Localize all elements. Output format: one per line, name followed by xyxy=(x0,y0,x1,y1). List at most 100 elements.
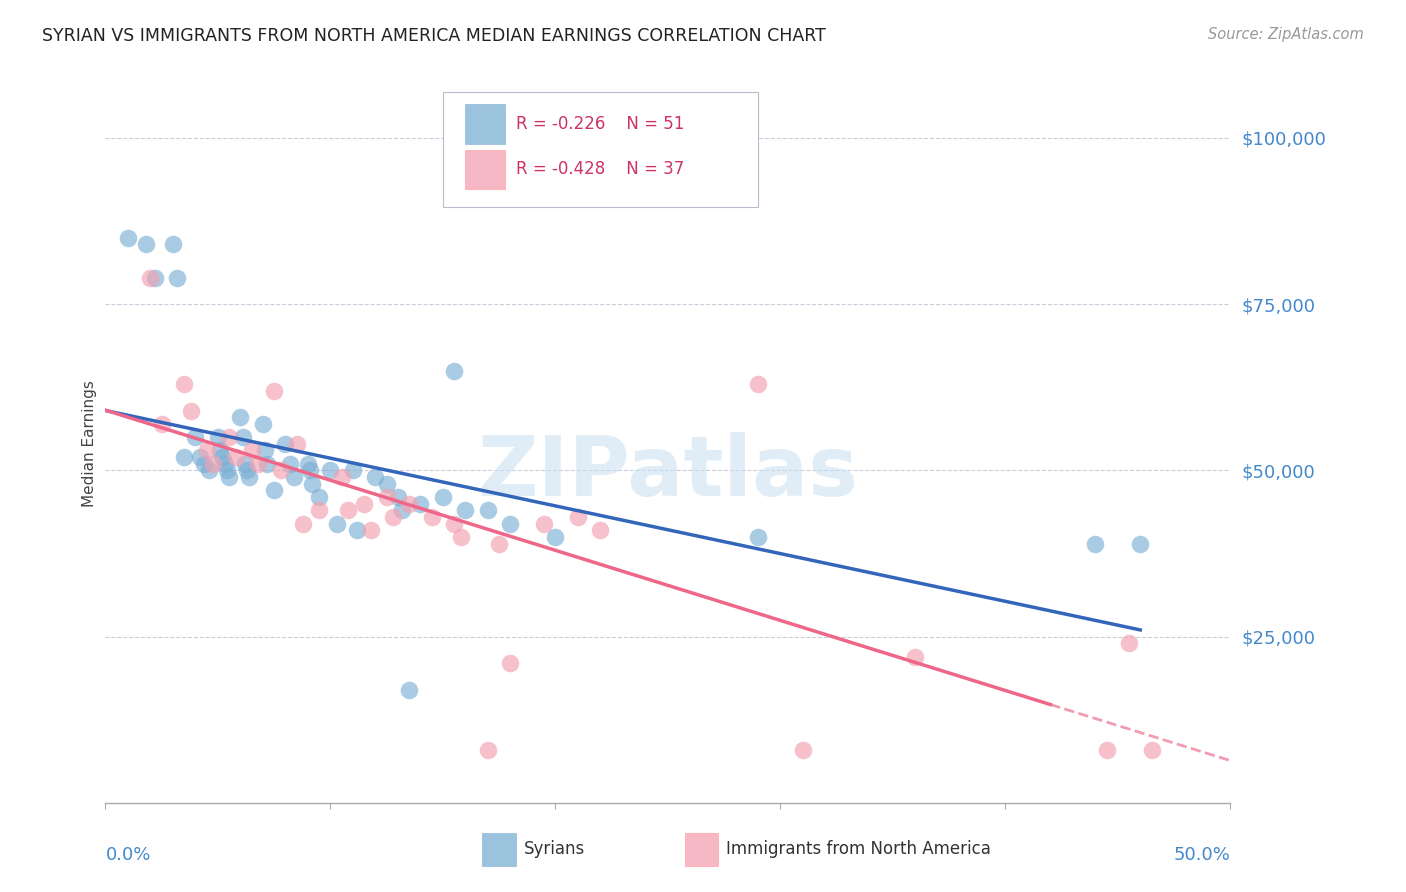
Point xyxy=(589,523,612,537)
Point xyxy=(173,450,195,464)
Text: Syrians: Syrians xyxy=(524,840,585,858)
Point xyxy=(274,436,297,450)
Point xyxy=(342,463,364,477)
Bar xyxy=(482,833,516,865)
Point xyxy=(353,497,375,511)
Point xyxy=(488,536,510,550)
Point xyxy=(209,443,232,458)
Point xyxy=(297,457,319,471)
FancyBboxPatch shape xyxy=(443,92,758,207)
Point xyxy=(184,430,207,444)
Point xyxy=(193,457,215,471)
Point xyxy=(308,490,330,504)
Point xyxy=(477,503,499,517)
Point xyxy=(319,463,342,477)
Point xyxy=(173,376,195,391)
Point xyxy=(1095,742,1118,756)
Point xyxy=(1118,636,1140,650)
Y-axis label: Median Earnings: Median Earnings xyxy=(82,380,97,508)
Point xyxy=(360,523,382,537)
Point xyxy=(499,656,522,670)
Point xyxy=(533,516,555,531)
Point xyxy=(450,530,472,544)
Point xyxy=(375,490,398,504)
Text: 50.0%: 50.0% xyxy=(1174,846,1230,863)
Point xyxy=(195,443,218,458)
Point xyxy=(904,649,927,664)
Point xyxy=(278,457,301,471)
Point xyxy=(292,516,315,531)
Point xyxy=(139,270,162,285)
Point xyxy=(747,376,769,391)
Point xyxy=(252,417,274,431)
Point xyxy=(211,450,233,464)
Text: R = -0.428    N = 37: R = -0.428 N = 37 xyxy=(516,161,685,178)
Point xyxy=(301,476,323,491)
Point xyxy=(499,516,522,531)
Text: ZIPatlas: ZIPatlas xyxy=(478,432,858,513)
Point xyxy=(188,450,211,464)
Point xyxy=(214,457,236,471)
Point xyxy=(198,463,221,477)
Point xyxy=(135,237,157,252)
Point xyxy=(364,470,387,484)
Point xyxy=(238,470,260,484)
Text: Source: ZipAtlas.com: Source: ZipAtlas.com xyxy=(1208,27,1364,42)
Point xyxy=(270,463,292,477)
Text: Immigrants from North America: Immigrants from North America xyxy=(727,840,991,858)
Point xyxy=(326,516,349,531)
Point xyxy=(1140,742,1163,756)
Point xyxy=(391,503,413,517)
Point xyxy=(218,470,240,484)
Point xyxy=(375,476,398,491)
Point xyxy=(443,516,465,531)
Point xyxy=(240,443,263,458)
Point xyxy=(454,503,477,517)
Point xyxy=(1084,536,1107,550)
Point xyxy=(232,430,254,444)
Point xyxy=(166,270,188,285)
Point xyxy=(398,497,420,511)
Point xyxy=(747,530,769,544)
Point xyxy=(432,490,454,504)
Point xyxy=(247,457,270,471)
Point xyxy=(382,509,405,524)
Bar xyxy=(465,150,505,189)
Point xyxy=(337,503,360,517)
Point xyxy=(236,463,259,477)
Point xyxy=(233,457,256,471)
Point xyxy=(567,509,589,524)
Point xyxy=(207,430,229,444)
Point xyxy=(180,403,202,417)
Point xyxy=(218,430,240,444)
Point xyxy=(117,230,139,244)
Bar xyxy=(685,833,718,865)
Point xyxy=(398,682,420,697)
Point xyxy=(263,384,285,398)
Point xyxy=(477,742,499,756)
Text: SYRIAN VS IMMIGRANTS FROM NORTH AMERICA MEDIAN EARNINGS CORRELATION CHART: SYRIAN VS IMMIGRANTS FROM NORTH AMERICA … xyxy=(42,27,827,45)
Text: R = -0.226    N = 51: R = -0.226 N = 51 xyxy=(516,115,685,133)
Point xyxy=(143,270,166,285)
Point xyxy=(443,364,465,378)
Point xyxy=(308,503,330,517)
Point xyxy=(254,443,277,458)
Point xyxy=(215,463,238,477)
Point xyxy=(346,523,368,537)
Bar xyxy=(465,104,505,144)
Point xyxy=(256,457,278,471)
Point xyxy=(544,530,567,544)
Point xyxy=(330,470,353,484)
Point xyxy=(283,470,305,484)
Point xyxy=(420,509,443,524)
Point xyxy=(162,237,184,252)
Point xyxy=(225,450,247,464)
Point xyxy=(387,490,409,504)
Point xyxy=(409,497,432,511)
Point xyxy=(263,483,285,498)
Point xyxy=(1129,536,1152,550)
Point xyxy=(202,457,225,471)
Point xyxy=(150,417,173,431)
Point xyxy=(229,410,252,425)
Point xyxy=(285,436,308,450)
